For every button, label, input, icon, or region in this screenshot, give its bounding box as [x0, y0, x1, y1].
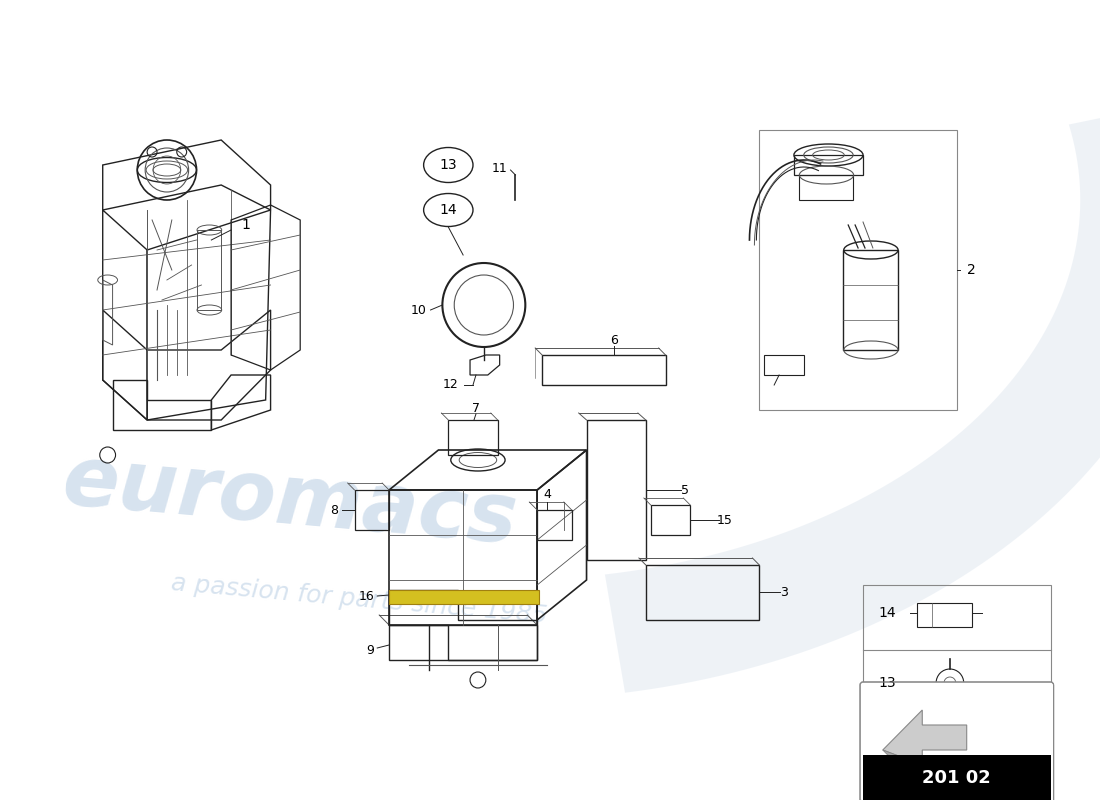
Text: 16: 16 — [359, 590, 374, 603]
Polygon shape — [883, 750, 927, 770]
Text: 13: 13 — [879, 676, 896, 690]
Text: 1: 1 — [242, 218, 251, 232]
Text: a passion for parts since 1985: a passion for parts since 1985 — [170, 571, 549, 629]
Bar — [864, 755, 1050, 800]
Text: 13: 13 — [440, 158, 458, 172]
Text: 5: 5 — [681, 483, 690, 497]
Text: 8: 8 — [330, 503, 338, 517]
Text: 11: 11 — [492, 162, 507, 174]
Text: 9: 9 — [366, 643, 374, 657]
Polygon shape — [883, 710, 967, 765]
Text: 3: 3 — [780, 586, 788, 598]
Text: 6: 6 — [610, 334, 618, 346]
Text: 7: 7 — [472, 402, 480, 414]
Bar — [864, 585, 1050, 715]
Text: euromacs: euromacs — [59, 440, 521, 560]
Text: 10: 10 — [410, 303, 427, 317]
Text: 14: 14 — [440, 203, 458, 217]
Text: 2: 2 — [967, 263, 976, 277]
FancyBboxPatch shape — [860, 682, 1054, 800]
Text: 201 02: 201 02 — [923, 769, 991, 787]
Text: 4: 4 — [543, 489, 551, 502]
Bar — [389, 590, 539, 604]
Text: 14: 14 — [879, 606, 896, 620]
Polygon shape — [605, 101, 1100, 693]
Text: 12: 12 — [442, 378, 459, 391]
Text: 15: 15 — [717, 514, 733, 526]
Bar — [759, 130, 957, 410]
